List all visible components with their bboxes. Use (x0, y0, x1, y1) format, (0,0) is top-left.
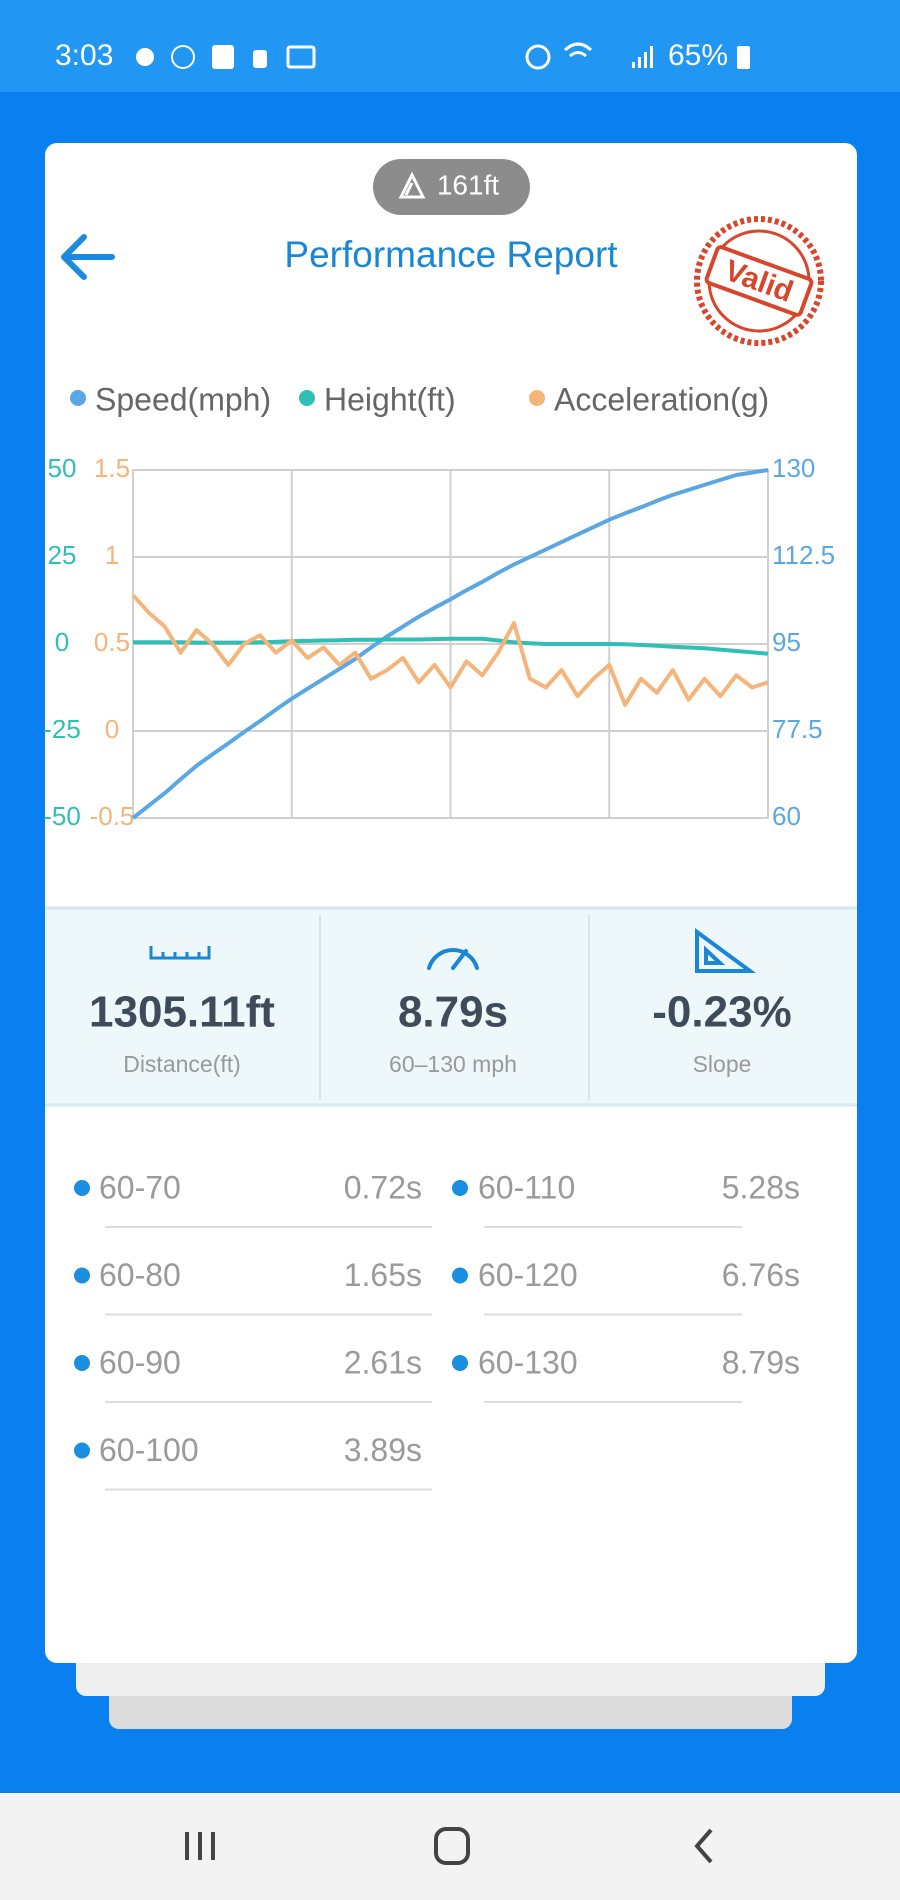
split-range: 60-90 (99, 1344, 181, 1380)
split-range: 60-70 (99, 1169, 181, 1205)
stat-value: -0.23% (652, 988, 791, 1037)
y-tick-label: -25 (43, 714, 81, 744)
y3-tick-label: 0 (105, 714, 119, 744)
y2-tick-label: 95 (772, 627, 801, 657)
y3-tick-label: 1.5 (94, 453, 130, 483)
split-range: 60-110 (478, 1169, 575, 1205)
slope-icon (695, 928, 757, 973)
y-tick-label: 25 (48, 540, 77, 570)
legend-label: Height(ft) (324, 381, 456, 417)
y-tick-label: 50 (48, 453, 77, 483)
split-time: 8.79s (722, 1344, 800, 1380)
split-dot (74, 1355, 90, 1371)
split-dot (452, 1180, 468, 1196)
legend-label: Acceleration(g) (554, 381, 769, 417)
split-dot (452, 1355, 468, 1371)
y-tick-label: -50 (43, 801, 81, 831)
y3-tick-label: 1 (105, 540, 119, 570)
nav-bar (0, 1793, 900, 1900)
split-range: 60-120 (478, 1257, 578, 1293)
home-button[interactable] (434, 1827, 470, 1865)
split-range: 60-80 (99, 1257, 181, 1293)
stat-label: Distance(ft) (123, 1051, 241, 1077)
stat-label: 60–130 mph (389, 1051, 517, 1077)
mountain-icon (398, 171, 426, 199)
recents-button[interactable] (185, 1832, 215, 1860)
elevation: 161ft (437, 169, 499, 200)
y3-tick-label: -0.5 (90, 801, 135, 831)
split-dot (452, 1267, 468, 1284)
split-time: 1.65s (344, 1257, 422, 1293)
y-tick-label: 0 (55, 627, 69, 657)
report-card (45, 143, 857, 1663)
distance-icon (149, 946, 211, 960)
split-time: 2.61s (344, 1344, 422, 1380)
split-range: 60-100 (99, 1432, 199, 1468)
y3-tick-label: 0.5 (94, 627, 130, 657)
legend-marker (299, 390, 315, 406)
nav-back-button[interactable] (694, 1828, 713, 1864)
y2-tick-label: 130 (772, 453, 815, 483)
stat-value: 1305.11ft (89, 988, 275, 1037)
series-line (131, 593, 769, 707)
split-dot (74, 1180, 90, 1196)
legend-marker (70, 390, 86, 406)
chart: Speed(mph) Height(ft) Acceleration(g) -50 -2… (43, 381, 835, 830)
stats-panel (45, 908, 857, 1105)
series-line (133, 636, 769, 656)
splits: 60-70 0.72s 60-80 1.65s 60-90 2.61s 60-100 3.89… (74, 1169, 800, 1491)
y2-tick-label: 112.5 (772, 540, 835, 570)
status-bar (0, 0, 900, 92)
back-button[interactable] (61, 234, 115, 280)
y2-tick-label: 77.5 (772, 714, 823, 744)
speed-icon (427, 948, 479, 970)
stat-value: 8.79s (398, 988, 508, 1037)
stat-label: Slope (693, 1051, 752, 1077)
split-time: 5.28s (722, 1169, 800, 1205)
legend-label: Speed(mph) (95, 381, 271, 417)
split-time: 6.76s (722, 1257, 800, 1293)
split-dot (74, 1267, 90, 1284)
y2-tick-label: 60 (772, 801, 801, 831)
status-battery: 65% (668, 39, 728, 72)
split-time: 3.89s (344, 1432, 422, 1468)
status-icons (136, 42, 750, 70)
split-range: 60-130 (478, 1344, 578, 1380)
series-line (131, 468, 769, 820)
page-title: Performance Report (284, 234, 618, 275)
stats: 1305.11ft Distance(ft) 8.79s 60–130 mph -0.2… (89, 988, 792, 1077)
split-dot (74, 1442, 90, 1459)
status-time: 3:03 (55, 39, 113, 72)
legend-marker (529, 390, 545, 406)
split-time: 0.72s (344, 1169, 422, 1205)
